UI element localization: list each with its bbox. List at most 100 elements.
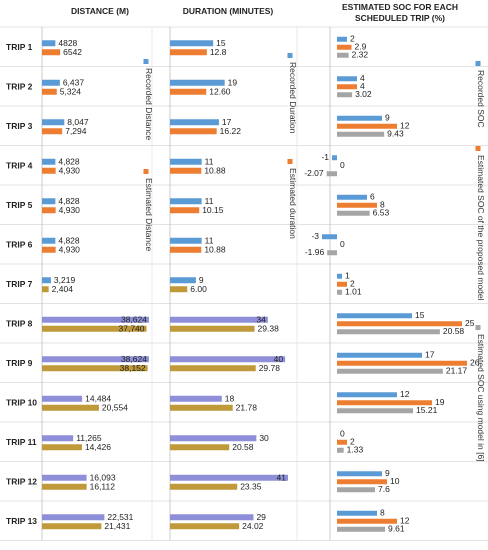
bar [42, 483, 87, 490]
bar [337, 368, 443, 374]
value-label: 12 [400, 389, 410, 399]
bar [337, 44, 352, 50]
bar [337, 115, 382, 121]
value-label: 4,828 [58, 235, 80, 245]
bar [337, 52, 349, 58]
value-label: 16.22 [220, 126, 242, 136]
value-label: 9 [385, 468, 390, 478]
value-label: 9.61 [388, 523, 405, 533]
bar [42, 365, 148, 372]
value-label: 20.58 [443, 326, 465, 336]
value-label: 19 [435, 397, 445, 407]
value-label: 18 [225, 393, 235, 403]
trip-label: TRIP 8 [6, 318, 33, 328]
bar [337, 518, 397, 524]
bar [42, 246, 56, 253]
value-label: 2,404 [52, 284, 74, 294]
legend-estimated-duration: Estimated duration [288, 168, 298, 239]
value-label: 7,294 [65, 126, 87, 136]
value-label: 34 [256, 314, 266, 324]
value-label: 10.88 [204, 244, 226, 254]
trip-label: TRIP 1 [6, 42, 33, 52]
bar [332, 155, 337, 161]
value-label: 4,828 [58, 156, 80, 166]
bar [42, 277, 51, 284]
trip-label: TRIP 13 [6, 516, 37, 526]
legend-recorded-distance-swatch [143, 59, 149, 64]
bar [170, 79, 225, 86]
bar [337, 471, 382, 477]
value-label: 23.35 [240, 481, 262, 491]
value-label: 38,152 [120, 363, 146, 373]
value-label: -1 [321, 152, 329, 162]
bar [170, 167, 202, 174]
legend-estimated-distance-swatch [143, 169, 149, 174]
value-label: 16,112 [90, 481, 116, 491]
value-label: 12 [400, 120, 410, 130]
value-label: 14,426 [85, 442, 111, 452]
bar [170, 523, 240, 530]
bar [337, 123, 397, 129]
value-label: 4,828 [58, 196, 80, 206]
bar [170, 474, 288, 481]
value-label: 29 [256, 512, 266, 522]
value-label: -3 [311, 231, 319, 241]
value-label: 6.00 [190, 284, 207, 294]
value-label: 0 [340, 239, 345, 249]
bar [337, 408, 414, 414]
trip-label: TRIP 10 [6, 397, 37, 407]
bar [337, 36, 347, 42]
value-label: 14,484 [85, 393, 111, 403]
value-label: 24.02 [242, 521, 264, 531]
value-label: 3,219 [54, 275, 76, 285]
value-label: 30 [259, 433, 269, 443]
value-label: 8 [380, 507, 385, 517]
trip-label: TRIP 7 [6, 279, 33, 289]
value-label: 38,624 [121, 314, 147, 324]
value-label: 6542 [63, 47, 82, 57]
bar [337, 273, 342, 279]
value-label: 15 [415, 310, 425, 320]
value-label: 17 [222, 117, 232, 127]
value-label: 1 [345, 270, 350, 280]
bar [337, 313, 412, 319]
legend-recorded-soc: Recorded SOC [476, 70, 486, 128]
bar [42, 514, 105, 521]
duration-panel-title: DURATION (MINUTES) [183, 6, 274, 16]
value-label: 2.9 [355, 41, 367, 51]
legend-estimated-soc-model6-swatch [475, 325, 481, 330]
value-label: 6 [370, 191, 375, 201]
bar [42, 356, 149, 363]
value-label: 25 [465, 318, 475, 328]
bar [337, 321, 462, 327]
bar [42, 88, 57, 95]
bar [170, 404, 233, 411]
value-label: 21,431 [104, 521, 130, 531]
value-label: 15 [216, 38, 226, 48]
legend-recorded-soc-swatch [475, 61, 481, 66]
chart-frame [0, 26, 488, 541]
value-label: 5,324 [60, 86, 82, 96]
value-label: 4 [360, 81, 365, 91]
bar [170, 246, 202, 253]
bar [337, 479, 387, 485]
bar [170, 119, 219, 126]
bar [42, 404, 99, 411]
value-label: 21.78 [236, 402, 258, 412]
value-label: 4,930 [59, 244, 81, 254]
bar [170, 483, 238, 490]
bar [170, 49, 207, 56]
legend-recorded-distance: Recorded Distance [144, 68, 154, 141]
legend-estimated-distance: Estimated Distance [144, 178, 154, 251]
legend-recorded-duration-swatch [287, 53, 293, 58]
value-label: 2 [350, 436, 355, 446]
value-label: 29.38 [258, 323, 280, 333]
bar [42, 128, 63, 135]
bar [337, 447, 344, 453]
distance-panel-title: DISTANCE (M) [71, 6, 129, 16]
value-label: 21.17 [446, 365, 468, 375]
legend-estimated-soc-model6: Estimated SOC using model in [6] [476, 334, 486, 462]
bar [337, 92, 353, 98]
value-label: 19 [228, 77, 238, 87]
bar [42, 40, 56, 47]
